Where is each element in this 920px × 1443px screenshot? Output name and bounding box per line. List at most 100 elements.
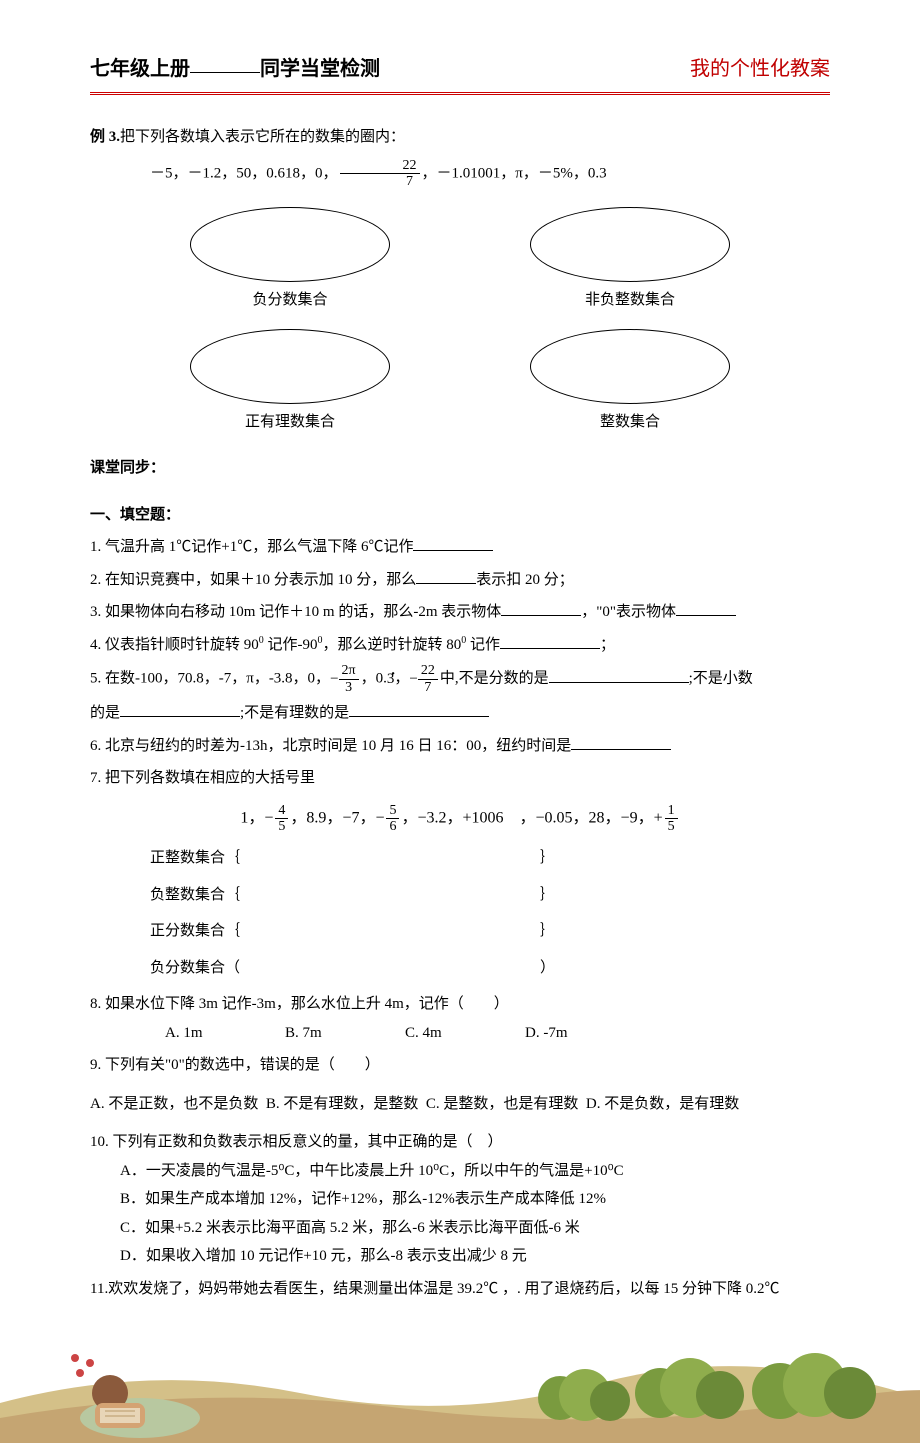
ex3-frac: 227 bbox=[340, 158, 420, 190]
q7-s3: 正分数集合｛ bbox=[150, 923, 240, 939]
q10-b: B．如果生产成本增加 12%，记作+12%，那么-12%表示生产成本降低 12% bbox=[90, 1185, 830, 1214]
q3-b: ，"0"表示物体 bbox=[581, 604, 676, 620]
q2: 2. 在知识竞赛中，如果＋10 分表示加 10 分，那么 表示扣 20 分； bbox=[90, 566, 830, 595]
q9-c: C. 是整数，也是有理数 bbox=[426, 1096, 579, 1112]
q5-neg1: − bbox=[330, 671, 338, 687]
q8-a: A. 1m bbox=[165, 1019, 285, 1048]
example-3: 例 3.把下列各数填入表示它所在的数集的圈内： bbox=[90, 123, 830, 152]
sync-title: 课堂同步： bbox=[90, 454, 830, 483]
fill-title: 一、填空题： bbox=[90, 501, 830, 530]
content: 例 3.把下列各数填入表示它所在的数集的圈内： －5，－1.2，50，0.618… bbox=[90, 123, 830, 1303]
q10-a: A．一天凌晨的气温是-5⁰C，中午比凌晨上升 10⁰C，所以中午的气温是+10⁰… bbox=[90, 1157, 830, 1186]
q3: 3. 如果物体向右移动 10m 记作＋10 m 的话，那么-2m 表示物体 ，"0… bbox=[90, 598, 830, 627]
q1-blank bbox=[413, 536, 493, 551]
q8-c: C. 4m bbox=[405, 1019, 525, 1048]
q7-s4: 负分数集合（ bbox=[150, 960, 240, 976]
q9-a: A. 不是正数，也不是负数 bbox=[90, 1096, 258, 1112]
q5-a: 5. 在数-100，70.8，-7，π，-3.8，0， bbox=[90, 671, 330, 687]
q7-e2: ｝ bbox=[540, 887, 555, 903]
page-header: 七年级上册同学当堂检测 我的个性化教案 bbox=[90, 50, 830, 95]
q5-dot: 0.3 bbox=[376, 671, 395, 687]
q4-d: 记作 bbox=[466, 637, 500, 653]
oval-block-d: 整数集合 bbox=[530, 325, 730, 437]
q7-pre: 1， bbox=[240, 809, 264, 826]
oval-b bbox=[530, 207, 730, 282]
header-left: 七年级上册同学当堂检测 bbox=[90, 50, 380, 88]
q8-d: D. -7m bbox=[525, 1019, 645, 1048]
grade-label: 七年级上册 bbox=[90, 58, 190, 80]
q4-a: 4. 仪表指针顺时针旋转 90 bbox=[90, 637, 259, 653]
ovals-row1: 负分数集合 非负整数集合 bbox=[120, 203, 800, 315]
ex3-nums-pre: －5，－1.2，50，0.618，0， bbox=[150, 165, 338, 181]
oval-c bbox=[190, 329, 390, 404]
oval-label-d: 整数集合 bbox=[530, 408, 730, 437]
oval-block-a: 负分数集合 bbox=[190, 203, 390, 315]
footer-svg bbox=[0, 1323, 920, 1443]
q7-s2: 负整数集合｛ bbox=[150, 887, 240, 903]
q9-b: B. 不是有理数，是整数 bbox=[266, 1096, 419, 1112]
q3-a: 3. 如果物体向右移动 10m 记作＋10 m 的话，那么-2m 表示物体 bbox=[90, 604, 501, 620]
oval-label-c: 正有理数集合 bbox=[190, 408, 390, 437]
q7-f1: 45 bbox=[275, 803, 288, 835]
q4: 4. 仪表指针顺时针旋转 900 记作-900，那么逆时针旋转 800 记作； bbox=[90, 631, 830, 660]
footer-art bbox=[0, 1323, 920, 1443]
q7-e4: ） bbox=[540, 960, 555, 976]
q7-m1: ，8.9，−7， bbox=[290, 809, 375, 826]
q5-blank2 bbox=[120, 702, 240, 717]
ovals-row2: 正有理数集合 整数集合 bbox=[120, 325, 800, 437]
oval-label-b: 非负整数集合 bbox=[530, 286, 730, 315]
q8-opts: A. 1mB. 7mC. 4mD. -7m bbox=[90, 1019, 830, 1048]
q4-b: 记作-90 bbox=[264, 637, 318, 653]
q6-blank bbox=[571, 735, 671, 750]
q2-blank bbox=[416, 569, 476, 584]
q7-f3: 15 bbox=[665, 803, 678, 835]
q4-blank bbox=[500, 634, 600, 649]
q6: 6. 北京与纽约的时差为-13h，北京时间是 10 月 16 日 16：00，纽… bbox=[90, 732, 830, 761]
q5-l2b: ;不是有理数的是 bbox=[240, 705, 349, 721]
q7-numbers: 1，−45，8.9，−7，−56，−3.2，+1006 ，−0.05，28，−9… bbox=[90, 803, 830, 835]
q5-l2a: 的是 bbox=[90, 705, 120, 721]
q5-f2: 227 bbox=[418, 663, 438, 695]
ex3-label: 例 3. bbox=[90, 129, 120, 145]
q7-m2: ，−3.2，+1006 ，−0.05，28，−9，+ bbox=[401, 809, 662, 826]
q5-blank3 bbox=[349, 702, 489, 717]
oval-d bbox=[530, 329, 730, 404]
q3-blank2 bbox=[676, 601, 736, 616]
ex3-nums-post: ，－1.01001，π，－5%，0.3 bbox=[422, 165, 607, 181]
ex3-numbers: －5，－1.2，50，0.618，0，227，－1.01001，π，－5%，0.… bbox=[90, 158, 830, 190]
q4-e: ； bbox=[600, 637, 615, 653]
q9: 9. 下列有关"0"的数选中，错误的是（ ） bbox=[90, 1051, 830, 1080]
q7-set2: 负整数集合｛ ｝ bbox=[90, 881, 830, 910]
q1: 1. 气温升高 1℃记作+1℃，那么气温下降 6℃记作 bbox=[90, 533, 830, 562]
q5-c: ， bbox=[394, 671, 409, 687]
q7: 7. 把下列各数填在相应的大括号里 bbox=[90, 764, 830, 793]
q5-e: ;不是小数 bbox=[689, 671, 753, 687]
q7-set1: 正整数集合｛ ｝ bbox=[90, 844, 830, 873]
q8-b: B. 7m bbox=[285, 1019, 405, 1048]
q9-d: D. 不是负数，是有理数 bbox=[586, 1096, 739, 1112]
q7-e3: ｝ bbox=[540, 923, 555, 939]
q7-e1: ｝ bbox=[540, 850, 555, 866]
q7-set3: 正分数集合｛ ｝ bbox=[90, 917, 830, 946]
q10: 10. 下列有正数和负数表示相反意义的量，其中正确的是（ ） bbox=[90, 1128, 830, 1157]
q5-blank1 bbox=[549, 668, 689, 683]
q6-text: 6. 北京与纽约的时差为-13h，北京时间是 10 月 16 日 16：00，纽… bbox=[90, 738, 571, 754]
q5: 5. 在数-100，70.8，-7，π，-3.8，0，−2π3，0.3，−227… bbox=[90, 663, 830, 695]
q5-d: 中,不是分数的是 bbox=[440, 671, 549, 687]
q10-d: D．如果收入增加 10 元记作+10 元，那么-8 表示支出减少 8 元 bbox=[90, 1242, 830, 1271]
q5-line2: 的是 ;不是有理数的是 bbox=[90, 699, 830, 728]
oval-block-c: 正有理数集合 bbox=[190, 325, 390, 437]
q2-a: 2. 在知识竞赛中，如果＋10 分表示加 10 分，那么 bbox=[90, 572, 416, 588]
q8: 8. 如果水位下降 3m 记作-3m，那么水位上升 4m，记作（ ） bbox=[90, 990, 830, 1019]
q7-set4: 负分数集合（ ） bbox=[90, 954, 830, 983]
q5-neg2: − bbox=[409, 671, 417, 687]
q4-c: ，那么逆时针旋转 80 bbox=[323, 637, 462, 653]
name-blank bbox=[190, 72, 260, 73]
q3-blank1 bbox=[501, 601, 581, 616]
q10-c: C．如果+5.2 米表示比海平面高 5.2 米，那么-6 米表示比海平面低-6 … bbox=[90, 1214, 830, 1243]
q2-b: 表示扣 20 分； bbox=[476, 572, 574, 588]
oval-label-a: 负分数集合 bbox=[190, 286, 390, 315]
q7-s1: 正整数集合｛ bbox=[150, 850, 240, 866]
ex3-text: 把下列各数填入表示它所在的数集的圈内： bbox=[120, 129, 405, 145]
q5-f1: 2π3 bbox=[339, 663, 359, 695]
